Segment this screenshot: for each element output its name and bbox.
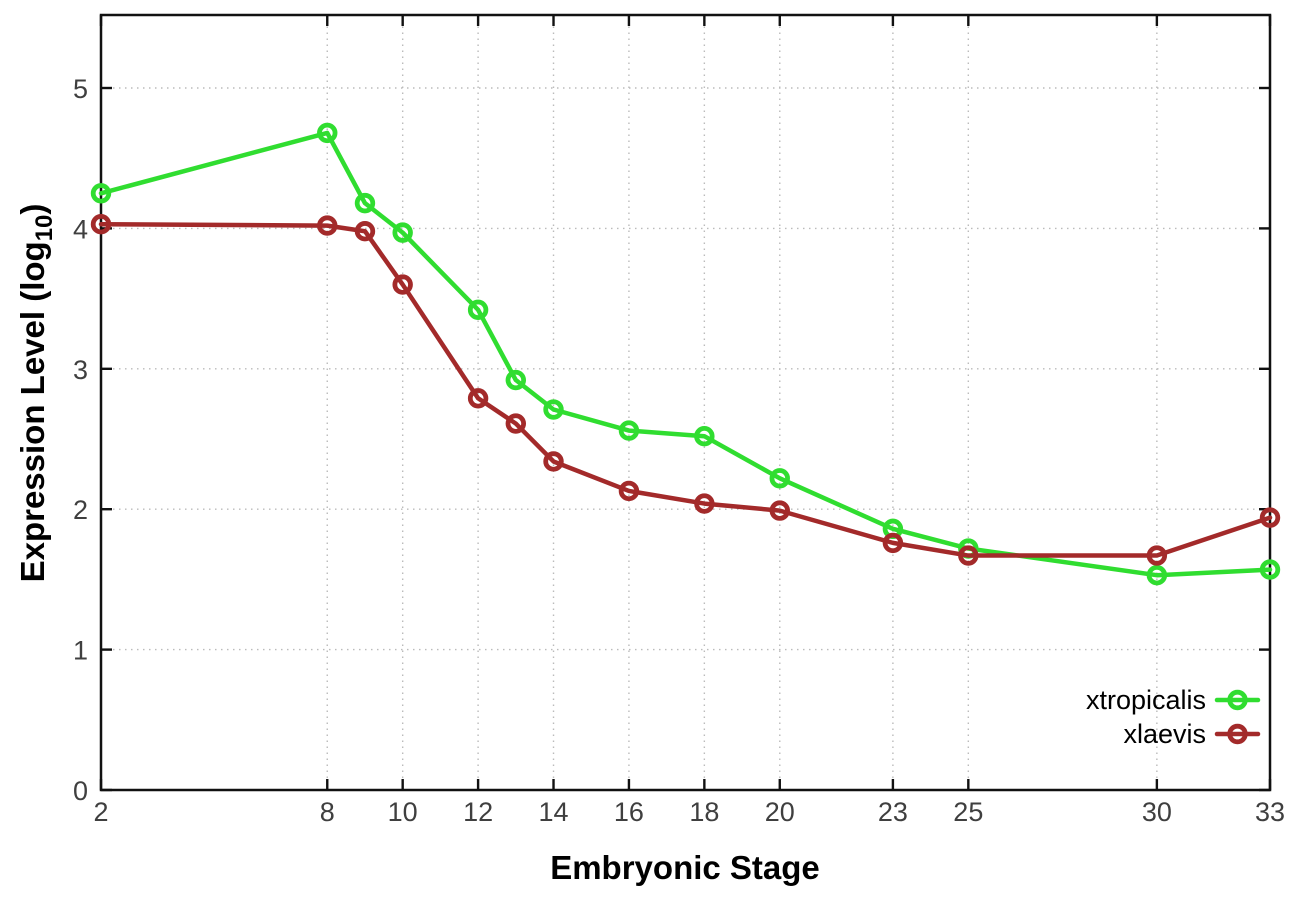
x-tick-label-8: 8 bbox=[320, 797, 335, 827]
x-tick-label-16: 16 bbox=[614, 797, 644, 827]
data-point-xlaevis-stage-18 bbox=[694, 493, 715, 514]
x-tick-label-18: 18 bbox=[689, 797, 719, 827]
x-tick-label-10: 10 bbox=[388, 797, 418, 827]
y-tick-label-1: 1 bbox=[73, 636, 88, 666]
data-point-xlaevis-stage-2 bbox=[90, 213, 112, 235]
data-point-xlaevis-stage-16 bbox=[618, 480, 640, 502]
data-point-xlaevis-stage-33 bbox=[1259, 507, 1281, 528]
data-point-xlaevis-stage-10 bbox=[392, 274, 413, 295]
series-xtropicalis bbox=[90, 122, 1281, 586]
y-axis-title-main: Expression Level (log bbox=[14, 241, 51, 582]
data-point-xlaevis-stage-12 bbox=[467, 388, 489, 409]
x-tick-label-14: 14 bbox=[538, 797, 568, 827]
y-tick-label-2: 2 bbox=[73, 495, 88, 525]
y-axis-title-subscript: 10 bbox=[31, 215, 58, 242]
x-tick-label-12: 12 bbox=[463, 797, 493, 827]
data-point-xtropicalis-stage-14 bbox=[543, 399, 564, 420]
data-point-xtropicalis-stage-33 bbox=[1259, 559, 1281, 580]
data-point-xtropicalis-stage-16 bbox=[618, 420, 640, 441]
data-point-xlaevis-stage-9 bbox=[354, 221, 376, 242]
legend-marker-xtropicalis bbox=[1227, 689, 1248, 711]
x-tick-label-30: 30 bbox=[1142, 797, 1172, 827]
legend-label-xtropicalis: xtropicalis bbox=[1086, 685, 1206, 715]
x-tick-label-33: 33 bbox=[1255, 797, 1285, 827]
data-point-xtropicalis-stage-2 bbox=[90, 183, 112, 204]
y-tick-label-5: 5 bbox=[73, 74, 88, 104]
legend-entry-xtropicalis: xtropicalis bbox=[1086, 685, 1261, 715]
y-tick-label-4: 4 bbox=[73, 214, 88, 244]
data-point-xlaevis-stage-13 bbox=[505, 413, 527, 434]
data-point-xtropicalis-stage-30 bbox=[1146, 564, 1168, 586]
x-axis-title: Embryonic Stage bbox=[550, 849, 820, 886]
data-point-xlaevis-stage-23 bbox=[882, 532, 904, 554]
data-point-xtropicalis-stage-10 bbox=[392, 222, 413, 243]
data-point-xlaevis-stage-8 bbox=[317, 215, 338, 236]
data-series bbox=[90, 122, 1281, 586]
legend: xtropicalis xlaevis bbox=[1086, 685, 1261, 749]
y-tick-label-3: 3 bbox=[73, 355, 88, 385]
data-point-xtropicalis-stage-18 bbox=[694, 425, 715, 447]
y-axis-title: Expression Level (log10) bbox=[14, 204, 58, 583]
data-point-xlaevis-stage-30 bbox=[1146, 545, 1168, 566]
data-point-xtropicalis-stage-12 bbox=[467, 299, 489, 321]
series-xlaevis bbox=[90, 213, 1281, 566]
plot-border bbox=[99, 13, 1272, 792]
legend-marker-xlaevis bbox=[1227, 723, 1248, 745]
legend-label-xlaevis: xlaevis bbox=[1123, 719, 1206, 749]
x-tick-label-23: 23 bbox=[878, 797, 908, 827]
gridlines bbox=[101, 15, 1270, 790]
y-axis-title-close: ) bbox=[14, 204, 51, 215]
data-point-xtropicalis-stage-9 bbox=[354, 192, 376, 214]
series-line-xlaevis bbox=[98, 221, 1273, 558]
x-tick-label-25: 25 bbox=[953, 797, 983, 827]
x-tick-label-20: 20 bbox=[765, 797, 795, 827]
data-point-xtropicalis-stage-20 bbox=[769, 468, 790, 489]
data-point-xlaevis-stage-20 bbox=[769, 500, 790, 521]
legend-entry-xlaevis: xlaevis bbox=[1123, 719, 1261, 749]
data-point-xtropicalis-stage-13 bbox=[505, 369, 527, 391]
x-tick-label-2: 2 bbox=[93, 797, 108, 827]
data-point-xlaevis-stage-25 bbox=[958, 545, 979, 566]
data-point-xlaevis-stage-14 bbox=[543, 451, 564, 472]
data-point-xtropicalis-stage-8 bbox=[317, 122, 338, 144]
y-tick-label-0: 0 bbox=[73, 776, 88, 806]
